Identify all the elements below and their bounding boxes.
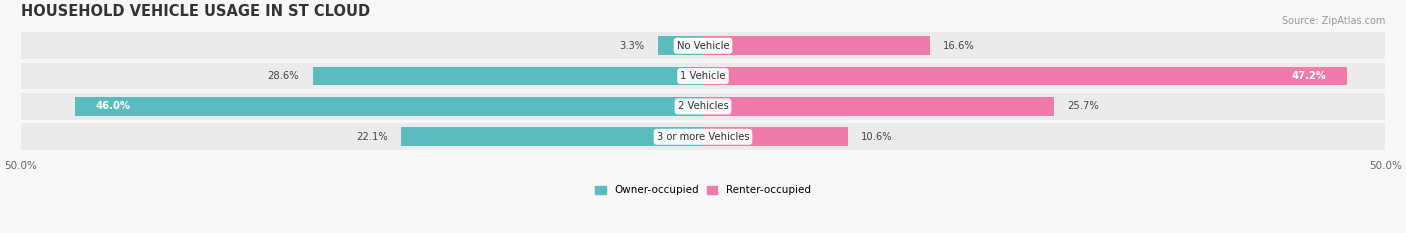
Text: 10.6%: 10.6% <box>862 132 893 142</box>
Bar <box>703 36 929 55</box>
Bar <box>658 36 703 55</box>
Text: 1 Vehicle: 1 Vehicle <box>681 71 725 81</box>
Text: 16.6%: 16.6% <box>943 41 974 51</box>
Text: 25.7%: 25.7% <box>1067 101 1099 111</box>
Text: Source: ZipAtlas.com: Source: ZipAtlas.com <box>1281 16 1385 26</box>
Bar <box>703 67 1347 86</box>
Bar <box>21 32 1385 59</box>
Bar <box>21 63 1385 89</box>
Legend: Owner-occupied, Renter-occupied: Owner-occupied, Renter-occupied <box>595 185 811 195</box>
Bar <box>703 97 1053 116</box>
Bar <box>312 67 703 86</box>
Bar <box>401 127 703 146</box>
Text: No Vehicle: No Vehicle <box>676 41 730 51</box>
Text: 3.3%: 3.3% <box>619 41 644 51</box>
Bar <box>703 127 848 146</box>
Text: 3 or more Vehicles: 3 or more Vehicles <box>657 132 749 142</box>
Text: 22.1%: 22.1% <box>356 132 388 142</box>
Text: 46.0%: 46.0% <box>96 101 131 111</box>
Text: 2 Vehicles: 2 Vehicles <box>678 101 728 111</box>
Bar <box>75 97 703 116</box>
Text: HOUSEHOLD VEHICLE USAGE IN ST CLOUD: HOUSEHOLD VEHICLE USAGE IN ST CLOUD <box>21 4 370 19</box>
Text: 28.6%: 28.6% <box>267 71 299 81</box>
Bar <box>21 93 1385 120</box>
Bar <box>21 123 1385 150</box>
Text: 47.2%: 47.2% <box>1292 71 1327 81</box>
